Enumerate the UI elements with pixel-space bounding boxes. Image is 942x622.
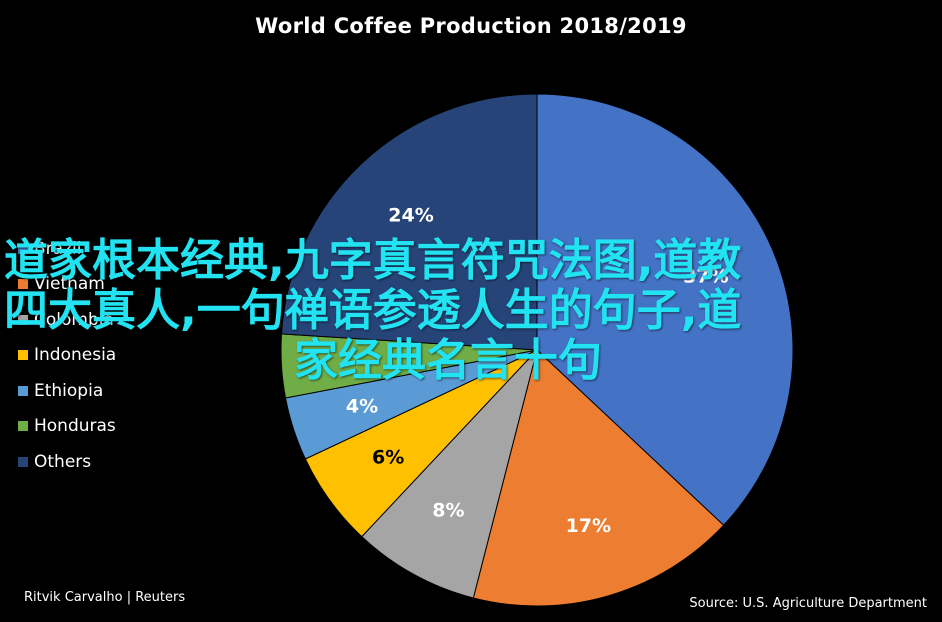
legend-swatch (18, 385, 28, 396)
slice-label-colombia: 8% (432, 500, 464, 522)
legend-label: Brazil (34, 238, 82, 259)
legend-swatch (18, 314, 28, 325)
legend-swatch (18, 243, 28, 254)
legend-item-brazil: Brazil (18, 231, 116, 267)
pie-slice-brazil (536, 93, 794, 526)
legend-swatch (18, 456, 28, 467)
legend-item-ethiopia: Ethiopia (18, 373, 116, 409)
pie-slice-others (280, 93, 538, 351)
pie-slice-vietnam (472, 349, 725, 607)
legend-item-others: Others (18, 444, 116, 480)
legend-swatch (18, 279, 28, 290)
chart-title: World Coffee Production 2018/2019 (255, 14, 687, 38)
legend-label: Colombia (34, 309, 114, 330)
legend-item-indonesia: Indonesia (18, 338, 116, 374)
legend-item-honduras: Honduras (18, 409, 116, 445)
slice-label-others: 24% (388, 204, 433, 226)
legend-label: Others (34, 451, 92, 472)
legend-label: Indonesia (34, 345, 117, 366)
slice-label-ethiopia: 4% (346, 395, 378, 417)
legend-label: Ethiopia (34, 380, 104, 401)
legend-swatch (18, 421, 28, 432)
credit-text: Ritvik Carvalho | Reuters (24, 590, 186, 605)
legend-label: Honduras (34, 416, 116, 437)
legend-label: Vietnam (34, 274, 105, 295)
source-text: Source: U.S. Agriculture Department (689, 596, 927, 611)
pie-slice-colombia (361, 349, 538, 599)
slice-label-indonesia: 6% (372, 447, 404, 469)
legend-item-colombia: Colombia (18, 302, 116, 338)
slice-label-brazil: 37% (683, 265, 728, 287)
slice-label-vietnam: 17% (566, 515, 611, 537)
legend: Brazil Vietnam Colombia Indonesia Ethiopia Ho… (18, 231, 116, 480)
legend-swatch (18, 350, 28, 361)
legend-item-vietnam: Vietnam (18, 267, 116, 303)
